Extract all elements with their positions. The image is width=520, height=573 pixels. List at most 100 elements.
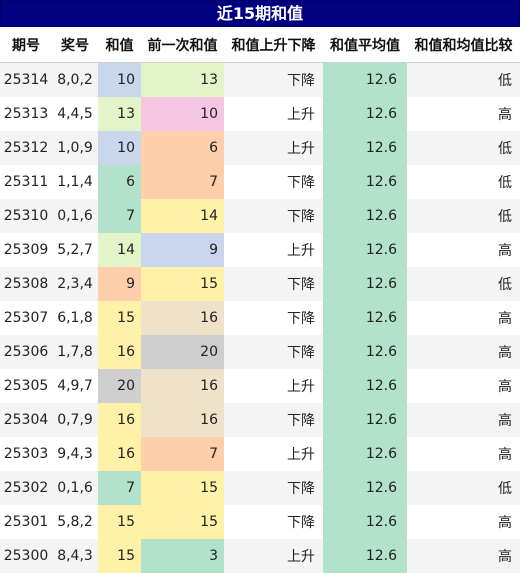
sum-cell: 16 xyxy=(98,403,141,437)
sum-direction-cell: 下降 xyxy=(224,165,323,199)
sum-vs-average-cell: 高 xyxy=(407,403,520,437)
sum-cell: 7 xyxy=(98,199,141,233)
header-sum-vs-average: 和值和均值比较 xyxy=(407,28,520,63)
sum-direction-cell: 下降 xyxy=(224,335,323,369)
issue-number-cell: 25308 xyxy=(0,267,52,301)
sum-average-cell: 12.6 xyxy=(323,505,407,539)
sum-direction-cell: 下降 xyxy=(224,62,323,97)
issue-number-cell: 25300 xyxy=(0,539,52,573)
sum-vs-average-cell: 高 xyxy=(407,437,520,471)
sum-vs-average-cell: 低 xyxy=(407,165,520,199)
sum-vs-average-cell: 高 xyxy=(407,97,520,131)
issue-number-cell: 25309 xyxy=(0,233,52,267)
previous-sum-cell: 6 xyxy=(141,131,224,165)
sum-vs-average-cell: 高 xyxy=(407,505,520,539)
sum-direction-cell: 下降 xyxy=(224,505,323,539)
previous-sum-cell: 16 xyxy=(141,301,224,335)
previous-sum-cell: 10 xyxy=(141,97,224,131)
winning-number-cell: 4,9,7 xyxy=(52,369,98,403)
winning-number-cell: 0,1,6 xyxy=(52,199,98,233)
table-row: 25306 1,7,8 16 20 下降 12.6 高 xyxy=(0,335,520,369)
winning-number-cell: 5,2,7 xyxy=(52,233,98,267)
sum-cell: 15 xyxy=(98,539,141,573)
sum-average-cell: 12.6 xyxy=(323,233,407,267)
sum-cell: 20 xyxy=(98,369,141,403)
sum-vs-average-cell: 低 xyxy=(407,471,520,505)
sum-average-cell: 12.6 xyxy=(323,301,407,335)
previous-sum-cell: 7 xyxy=(141,165,224,199)
sum-direction-cell: 上升 xyxy=(224,131,323,165)
issue-number-cell: 25310 xyxy=(0,199,52,233)
sum-vs-average-cell: 低 xyxy=(407,62,520,97)
header-sum: 和值 xyxy=(98,28,141,63)
sum-cell: 16 xyxy=(98,437,141,471)
table-row: 25303 9,4,3 16 7 上升 12.6 高 xyxy=(0,437,520,471)
sum-direction-cell: 上升 xyxy=(224,233,323,267)
sum-average-cell: 12.6 xyxy=(323,369,407,403)
issue-number-cell: 25306 xyxy=(0,335,52,369)
winning-number-cell: 8,4,3 xyxy=(52,539,98,573)
sum-cell: 15 xyxy=(98,301,141,335)
sum-average-cell: 12.6 xyxy=(323,403,407,437)
winning-number-cell: 9,4,3 xyxy=(52,437,98,471)
sum-vs-average-cell: 低 xyxy=(407,267,520,301)
sum-direction-cell: 下降 xyxy=(224,199,323,233)
previous-sum-cell: 15 xyxy=(141,505,224,539)
sum-direction-cell: 上升 xyxy=(224,437,323,471)
table-row: 25311 1,1,4 6 7 下降 12.6 低 xyxy=(0,165,520,199)
issue-number-cell: 25302 xyxy=(0,471,52,505)
sum-vs-average-cell: 低 xyxy=(407,131,520,165)
sum-cell: 7 xyxy=(98,471,141,505)
winning-number-cell: 1,1,4 xyxy=(52,165,98,199)
sum-direction-cell: 下降 xyxy=(224,471,323,505)
sum-vs-average-cell: 高 xyxy=(407,233,520,267)
table-row: 25305 4,9,7 20 16 上升 12.6 高 xyxy=(0,369,520,403)
sum-average-cell: 12.6 xyxy=(323,471,407,505)
sum-history-table: 期号 奖号 和值 前一次和值 和值上升下降 和值平均值 和值和均值比较 2531… xyxy=(0,28,520,573)
header-sum-average: 和值平均值 xyxy=(323,28,407,63)
sum-direction-cell: 下降 xyxy=(224,403,323,437)
previous-sum-cell: 20 xyxy=(141,335,224,369)
previous-sum-cell: 15 xyxy=(141,267,224,301)
winning-number-cell: 2,3,4 xyxy=(52,267,98,301)
table-row: 25313 4,4,5 13 10 上升 12.6 高 xyxy=(0,97,520,131)
sum-average-cell: 12.6 xyxy=(323,539,407,573)
previous-sum-cell: 7 xyxy=(141,437,224,471)
table-row: 25310 0,1,6 7 14 下降 12.6 低 xyxy=(0,199,520,233)
sum-cell: 10 xyxy=(98,131,141,165)
sum-direction-cell: 下降 xyxy=(224,267,323,301)
previous-sum-cell: 16 xyxy=(141,369,224,403)
issue-number-cell: 25303 xyxy=(0,437,52,471)
issue-number-cell: 25312 xyxy=(0,131,52,165)
previous-sum-cell: 13 xyxy=(141,62,224,97)
sum-vs-average-cell: 高 xyxy=(407,301,520,335)
previous-sum-cell: 9 xyxy=(141,233,224,267)
header-issue-number: 期号 xyxy=(0,28,52,63)
sum-direction-cell: 上升 xyxy=(224,369,323,403)
winning-number-cell: 8,0,2 xyxy=(52,62,98,97)
sum-vs-average-cell: 高 xyxy=(407,369,520,403)
sum-direction-cell: 上升 xyxy=(224,97,323,131)
sum-average-cell: 12.6 xyxy=(323,131,407,165)
table-row: 25307 6,1,8 15 16 下降 12.6 高 xyxy=(0,301,520,335)
header-row: 期号 奖号 和值 前一次和值 和值上升下降 和值平均值 和值和均值比较 xyxy=(0,28,520,63)
winning-number-cell: 4,4,5 xyxy=(52,97,98,131)
issue-number-cell: 25301 xyxy=(0,505,52,539)
sum-average-cell: 12.6 xyxy=(323,199,407,233)
issue-number-cell: 25304 xyxy=(0,403,52,437)
sum-cell: 15 xyxy=(98,505,141,539)
sum-cell: 6 xyxy=(98,165,141,199)
sum-vs-average-cell: 低 xyxy=(407,199,520,233)
header-sum-direction: 和值上升下降 xyxy=(224,28,323,63)
previous-sum-cell: 14 xyxy=(141,199,224,233)
sum-cell: 9 xyxy=(98,267,141,301)
issue-number-cell: 25314 xyxy=(0,62,52,97)
winning-number-cell: 1,0,9 xyxy=(52,131,98,165)
winning-number-cell: 0,1,6 xyxy=(52,471,98,505)
sum-cell: 13 xyxy=(98,97,141,131)
header-winning-number: 奖号 xyxy=(52,28,98,63)
table-row: 25301 5,8,2 15 15 下降 12.6 高 xyxy=(0,505,520,539)
table-row: 25309 5,2,7 14 9 上升 12.6 高 xyxy=(0,233,520,267)
table-row: 25314 8,0,2 10 13 下降 12.6 低 xyxy=(0,62,520,97)
sum-direction-cell: 上升 xyxy=(224,539,323,573)
